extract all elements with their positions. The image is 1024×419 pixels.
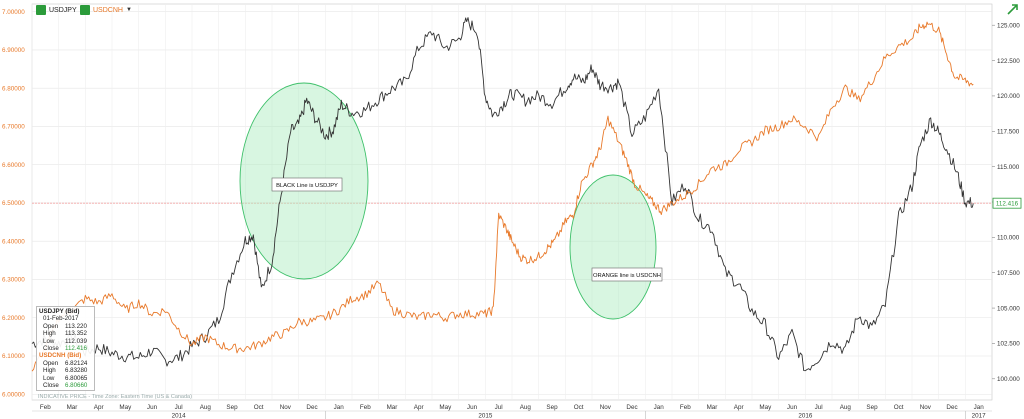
usdjpy-swatch-icon (36, 5, 46, 15)
grid (31, 3, 993, 401)
annotation-box (271, 177, 343, 192)
chevron-down-icon: ▼ (125, 7, 132, 13)
legend-usdjpy-label: USDJPY (49, 6, 77, 14)
month-label: Aug (200, 404, 212, 411)
right-tick-label: 100.000 (997, 376, 1020, 383)
ohlc-row: Open 113.220 (43, 322, 87, 330)
month-label: Nov (600, 404, 612, 411)
month-label: Jul (495, 404, 503, 411)
month-label: Dec (946, 404, 957, 411)
right-tick-label: 122.500 (997, 58, 1020, 65)
left-axis: 6.00000 6.10000 6.20000 6.30000 6.40000 6.500… (2, 9, 25, 399)
month-label: Jun (787, 404, 798, 411)
left-tick-label: 6.80000 (2, 85, 25, 92)
indicative-price-note: INDICATIVE PRICE - Time Zone: Eastern Ti… (38, 394, 192, 400)
usdcnh-swatch-icon (80, 5, 90, 15)
trend-arrow-icon[interactable] (1006, 2, 1020, 16)
panel-title: USDJPY (Bid) (39, 308, 80, 315)
month-label: Dec (626, 404, 637, 411)
month-label: Sep (546, 404, 558, 411)
panel-title-2: USDCNH (Bid) (39, 352, 82, 360)
month-label: Nov (920, 404, 932, 411)
series-lines (31, 17, 974, 372)
month-label: Jan (654, 404, 665, 411)
month-label: Feb (680, 404, 691, 411)
month-label: Jan (334, 404, 345, 411)
month-label: Aug (840, 404, 852, 411)
ohlc-row: Low 6.80065 (43, 374, 88, 382)
ohlc-panel: USDJPY (Bid) 01-Feb-2017 Open 113.220 Hig… (36, 306, 95, 392)
annotation-box (591, 267, 663, 282)
month-label: Oct (254, 404, 264, 411)
right-tick-label: 102.500 (997, 341, 1020, 348)
right-tick-label: 115.000 (997, 164, 1020, 171)
month-label: Oct (574, 404, 584, 411)
ohlc-row: Low 112.039 (43, 337, 87, 345)
ohlc-row: High 6.83280 (43, 367, 88, 375)
current-price-label: 112.416 (996, 200, 1019, 207)
annotation-label: ORANGE line is USDCNH (593, 273, 661, 279)
panel-date: 01-Feb-2017 (43, 315, 79, 323)
year-label: 2015 (478, 413, 493, 419)
month-label: Mar (67, 404, 78, 411)
ohlc-row: Close 112.416 (43, 345, 87, 353)
legend-usdcnh[interactable]: USDCNH ▼ (80, 3, 132, 17)
annotations: BLACK Line is USDJPY ORANGE line is USDCN… (271, 177, 663, 282)
month-label: Jul (815, 404, 823, 411)
month-label: Oct (894, 404, 904, 411)
series-line-usdcnh (31, 21, 974, 372)
month-label: Sep (226, 404, 238, 411)
annotation-ellipse-usdcnh (569, 174, 657, 320)
month-label: Aug (520, 404, 532, 411)
month-label: Jul (175, 404, 183, 411)
right-tick-label: 117.500 (997, 128, 1020, 135)
year-label: 2014 (172, 413, 187, 419)
year-axis: 2014 2015 2016 2017 (172, 411, 987, 419)
month-label: May (119, 404, 132, 411)
month-label: Sep (866, 404, 878, 411)
right-tick-label: 125.000 (997, 22, 1020, 29)
month-axis: Feb Mar Apr May Jun Jul Aug Sep Oct Nov Dec Jan Feb M… (32, 404, 992, 412)
month-label: Jan (974, 404, 985, 411)
series-line-usdjpy (31, 17, 974, 372)
month-label: Apr (94, 404, 104, 411)
month-label: Mar (387, 404, 398, 411)
left-tick-label: 6.00000 (2, 391, 25, 398)
month-label: Mar (707, 404, 718, 411)
month-label: May (439, 404, 452, 411)
left-tick-label: 6.20000 (2, 315, 25, 322)
ohlc-row: Open 6.82124 (43, 359, 88, 367)
left-tick-label: 6.30000 (2, 277, 25, 284)
left-tick-label: 7.00000 (2, 9, 25, 16)
month-label: Jun (147, 404, 158, 411)
ohlc-row: High 113.352 (43, 330, 87, 338)
legend-usdjpy[interactable]: USDJPY ▼ (36, 3, 86, 17)
ohlc-row: Close 6.80660 (43, 382, 88, 390)
month-label: Nov (280, 404, 292, 411)
year-label: 2017 (972, 413, 987, 419)
current-price-marker: 112.416 (992, 197, 1022, 209)
left-tick-label: 6.70000 (2, 124, 25, 131)
month-label: Apr (414, 404, 424, 411)
right-tick-label: 107.500 (997, 270, 1020, 277)
left-tick-label: 6.10000 (2, 353, 25, 360)
left-tick-label: 6.40000 (2, 238, 25, 245)
month-label: Apr (734, 404, 744, 411)
right-tick-label: 105.000 (997, 305, 1020, 312)
left-tick-label: 6.50000 (2, 200, 25, 207)
month-label: Feb (40, 404, 51, 411)
year-label: 2016 (798, 413, 813, 419)
legend-usdcnh-label: USDCNH (93, 6, 123, 14)
month-label: Jun (467, 404, 478, 411)
right-tick-label: 110.000 (997, 235, 1020, 242)
month-label: Dec (306, 404, 317, 411)
month-label: May (759, 404, 772, 411)
left-tick-label: 6.90000 (2, 47, 25, 54)
annotation-label: BLACK Line is USDJPY (276, 183, 338, 189)
right-tick-label: 120.000 (997, 93, 1020, 100)
month-label: Feb (360, 404, 371, 411)
left-tick-label: 6.60000 (2, 162, 25, 169)
current-price-tag (992, 197, 1022, 209)
